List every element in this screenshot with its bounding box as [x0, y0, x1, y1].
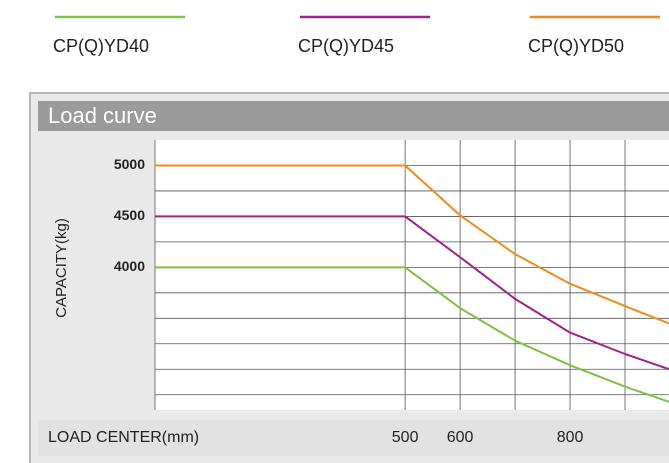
- plot-area: [155, 140, 669, 410]
- x-axis-label: LOAD CENTER(mm): [48, 429, 199, 446]
- y-tick-label: 5000: [114, 156, 145, 172]
- y-tick-label: 4000: [114, 258, 145, 274]
- title-bar: [38, 101, 669, 131]
- legend-label: CP(Q)YD50: [528, 36, 624, 56]
- x-tick-label: 800: [557, 429, 584, 446]
- x-tick-label: 500: [392, 429, 419, 446]
- series-line: [155, 164, 669, 325]
- series-line: [155, 215, 669, 371]
- series-line: [155, 266, 669, 403]
- legend-label: CP(Q)YD40: [53, 36, 149, 56]
- x-band: [38, 420, 669, 456]
- x-tick-label: 600: [447, 429, 474, 446]
- y-axis-label: CAPACITY(kg): [53, 218, 70, 318]
- y-tick-label: 4500: [114, 207, 145, 223]
- legend-label: CP(Q)YD45: [298, 36, 394, 56]
- chart-title: Load curve: [48, 103, 157, 128]
